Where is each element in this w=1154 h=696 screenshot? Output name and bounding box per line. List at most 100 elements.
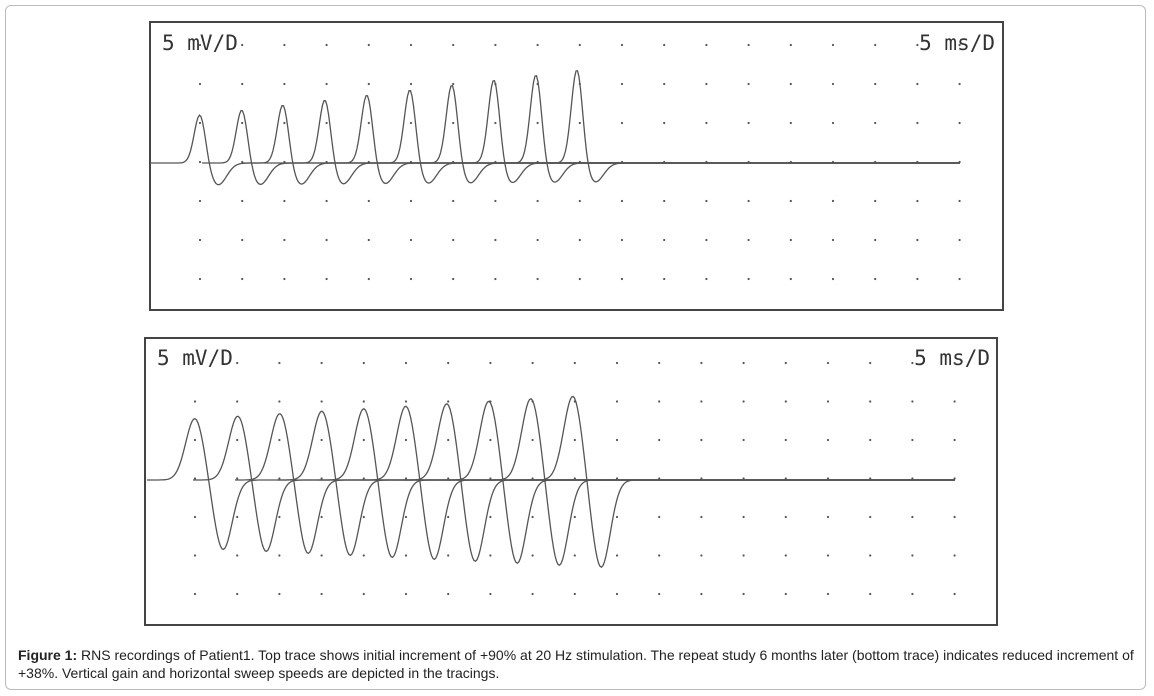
grid-dot bbox=[536, 43, 539, 47]
grid-dot bbox=[409, 121, 413, 125]
trace bbox=[486, 397, 954, 567]
grid-dot bbox=[615, 477, 619, 480]
grid-dot bbox=[193, 515, 197, 519]
grid-dot bbox=[615, 592, 619, 596]
grid-dot bbox=[784, 515, 787, 519]
grid-dot bbox=[573, 554, 576, 557]
grid-dot bbox=[320, 515, 323, 519]
grid-dot bbox=[784, 438, 787, 442]
grid-dot bbox=[658, 477, 661, 480]
trace bbox=[361, 405, 955, 561]
grid-dot bbox=[620, 199, 624, 203]
grid-dot bbox=[789, 277, 792, 281]
grid-dot bbox=[620, 121, 624, 125]
grid-dot bbox=[447, 592, 450, 596]
grid-dot bbox=[911, 554, 914, 557]
trace bbox=[496, 74, 960, 183]
grid-dot bbox=[953, 554, 956, 557]
grid-dot bbox=[789, 199, 792, 203]
grid-dot bbox=[573, 477, 576, 480]
grid-dot bbox=[531, 554, 534, 557]
waveforms bbox=[147, 43, 961, 596]
grid-dot bbox=[193, 477, 197, 480]
grid-dot bbox=[826, 592, 830, 596]
grid-dot bbox=[489, 592, 492, 596]
grid-dot bbox=[193, 400, 197, 403]
grid-dot bbox=[869, 477, 872, 480]
trace bbox=[243, 105, 960, 185]
grid-dot bbox=[536, 277, 539, 281]
grid-dot bbox=[241, 160, 244, 164]
grid-dot bbox=[578, 238, 581, 242]
grid-dot bbox=[452, 277, 455, 281]
grid-dot bbox=[404, 592, 408, 596]
grid-dot bbox=[367, 43, 370, 47]
grid-dot bbox=[278, 400, 281, 403]
grid-dot bbox=[747, 43, 750, 47]
grid-dot bbox=[531, 438, 534, 442]
grid-dot bbox=[705, 199, 708, 203]
grid-dot bbox=[278, 477, 281, 480]
grid-dot bbox=[826, 477, 830, 480]
grid-dot bbox=[278, 592, 281, 596]
grid-dot bbox=[325, 277, 328, 281]
grid-dot bbox=[367, 82, 370, 86]
grid-dot bbox=[193, 554, 197, 557]
grid-dot bbox=[826, 361, 830, 365]
grid-dot bbox=[367, 238, 370, 242]
grid-dot bbox=[953, 515, 956, 519]
grid-dot bbox=[831, 277, 835, 281]
grid-dot bbox=[874, 238, 877, 242]
grid-dot bbox=[283, 199, 286, 203]
grid-dot bbox=[320, 438, 323, 442]
grid-dot bbox=[742, 592, 745, 596]
grid-dot bbox=[874, 121, 877, 125]
grid-dot bbox=[452, 199, 455, 203]
grid-dot bbox=[325, 82, 328, 86]
grid-dot bbox=[283, 238, 286, 242]
grid-dot bbox=[409, 277, 413, 281]
grid-dot bbox=[536, 199, 539, 203]
grid-dot bbox=[784, 592, 787, 596]
grid-dot bbox=[705, 121, 708, 125]
grid-dot bbox=[367, 199, 370, 203]
grid-dot bbox=[747, 82, 750, 86]
grid-dot bbox=[700, 361, 703, 365]
grid-dot bbox=[874, 277, 877, 281]
grid-dot bbox=[658, 438, 661, 442]
grid-dot bbox=[489, 438, 492, 442]
grid-dot bbox=[911, 438, 914, 442]
grid-dot bbox=[578, 199, 581, 203]
grid-dot bbox=[236, 438, 239, 442]
grid-dot bbox=[409, 238, 413, 242]
grid-dot bbox=[283, 277, 286, 281]
grid-dot bbox=[958, 277, 961, 281]
grid-dot bbox=[283, 43, 286, 47]
grid-dot bbox=[958, 121, 961, 125]
grid-dot bbox=[320, 592, 323, 596]
grid-dot bbox=[615, 400, 619, 403]
grid-dot bbox=[663, 82, 666, 86]
grid-dot bbox=[404, 361, 408, 365]
grid-dot bbox=[663, 199, 666, 203]
grid-dot bbox=[826, 438, 830, 442]
caption-label: Figure 1: bbox=[18, 647, 78, 663]
trace bbox=[193, 415, 955, 553]
grid-dot bbox=[536, 121, 539, 125]
grid-dot bbox=[320, 477, 323, 480]
grid-dot bbox=[916, 121, 919, 125]
grid-dot bbox=[283, 82, 286, 86]
grid-dot bbox=[198, 82, 202, 86]
grid-dot bbox=[452, 43, 455, 47]
grid-dot bbox=[789, 82, 792, 86]
grid-dot bbox=[663, 121, 666, 125]
grid-dot bbox=[869, 438, 872, 442]
grid-dot bbox=[409, 43, 413, 47]
grid-dot bbox=[700, 400, 703, 403]
trace bbox=[412, 84, 960, 184]
grid-dot bbox=[573, 361, 576, 365]
grid-dot bbox=[789, 238, 792, 242]
grid-dot bbox=[447, 438, 450, 442]
grid-dot bbox=[916, 43, 919, 47]
grid-dot bbox=[742, 554, 745, 557]
